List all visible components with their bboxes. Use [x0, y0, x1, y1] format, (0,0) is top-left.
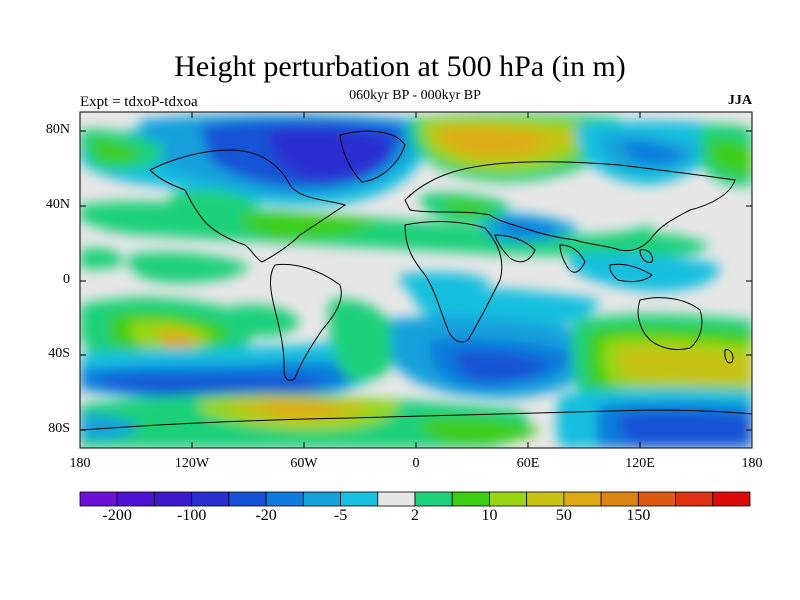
colorbar-swatch — [154, 491, 193, 507]
colorbar-label: -20 — [255, 507, 277, 524]
coastlines — [80, 130, 752, 431]
colorbar-swatch — [228, 491, 267, 507]
experiment-label: Expt = tdxoP-tdxoa — [80, 94, 198, 110]
lat-tick-label: 80N — [45, 122, 70, 137]
colorbar-swatch — [712, 491, 751, 507]
colorbar-swatch — [526, 491, 565, 507]
chart-title: Height perturbation at 500 hPa (in m) — [174, 50, 626, 83]
colorbar-label: 10 — [481, 507, 498, 524]
colorbar-swatch — [451, 491, 490, 507]
colorbar-swatch — [191, 491, 230, 507]
colorbar-swatch — [377, 491, 416, 507]
season-label: JJA — [727, 93, 752, 108]
lon-tick-label: 120W — [174, 456, 210, 471]
contour-field — [80, 112, 752, 448]
colorbar-label: 2 — [411, 507, 419, 524]
colorbar — [79, 491, 751, 507]
lon-tick-label: 60W — [290, 456, 318, 471]
lon-tick-label: 180 — [741, 456, 763, 471]
colorbar-label: -200 — [102, 507, 132, 524]
colorbar-swatch — [302, 491, 341, 507]
colorbar-swatch — [675, 491, 714, 507]
colorbar-swatch — [340, 491, 379, 507]
colorbar-label: 50 — [555, 507, 572, 524]
lat-tick-label: 40N — [45, 197, 70, 212]
lon-tick-label: 60E — [516, 456, 540, 471]
colorbar-swatch — [637, 491, 676, 507]
lat-tick-label: 40S — [48, 346, 70, 361]
colorbar-swatch — [563, 491, 602, 507]
colorbar-label: -100 — [176, 507, 207, 524]
chart-subtitle: 060kyr BP - 000kyr BP — [349, 88, 481, 103]
colorbar-swatch — [79, 491, 118, 507]
colorbar-swatch — [265, 491, 304, 507]
lat-tick-label: 0 — [63, 272, 70, 287]
colorbar-swatch — [600, 491, 639, 507]
colorbar-label: 150 — [626, 507, 651, 524]
colorbar-swatch — [116, 491, 155, 507]
lon-tick-label: 120E — [625, 456, 655, 471]
colorbar-label: -5 — [333, 507, 348, 524]
lon-tick-label: 0 — [412, 456, 420, 471]
axis-ticks — [79, 112, 753, 448]
lat-tick-label: 80S — [48, 421, 70, 436]
colorbar-swatch — [489, 491, 528, 507]
colorbar-swatch — [414, 491, 453, 507]
lon-tick-label: 180 — [69, 456, 91, 471]
